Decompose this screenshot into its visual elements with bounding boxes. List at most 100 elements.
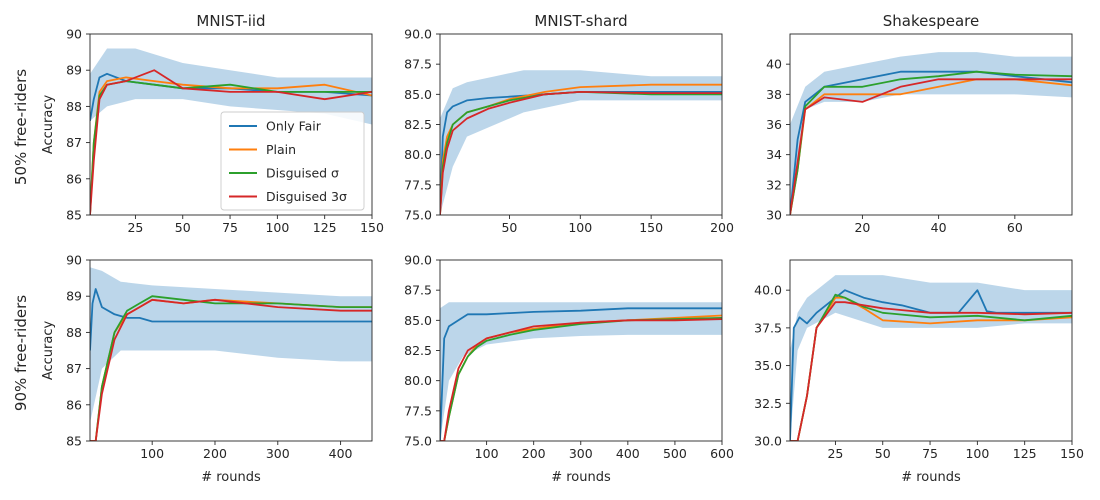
- row-label-bottom: 90% free-riders: [12, 295, 30, 411]
- y-tick-label: 77.5: [404, 177, 432, 192]
- y-tick-label: 36: [766, 117, 782, 132]
- y-tick-label: 37.5: [754, 320, 782, 335]
- legend-label: Plain: [266, 142, 296, 157]
- y-tick-label: 87.5: [404, 57, 432, 72]
- x-tick-label: 150: [639, 220, 663, 235]
- y-tick-label: 90.0: [404, 27, 432, 42]
- x-tick-label: 25: [827, 446, 843, 461]
- x-tick-label: 20: [854, 220, 870, 235]
- y-tick-label: 34: [766, 147, 782, 162]
- legend-label: Disguised σ: [266, 166, 339, 181]
- plot-area: [440, 302, 722, 441]
- series-line-only-fair: [90, 288, 372, 351]
- y-tick-label: 35.0: [754, 358, 782, 373]
- x-tick-label: 100: [140, 446, 164, 461]
- y-tick-label: 75.0: [404, 208, 432, 223]
- series-line-disguised-3σ: [440, 318, 722, 441]
- legend-label: Only Fair: [266, 119, 322, 134]
- chart-panel-4: 100 200 300 400 85 86 87 88 89 90 # rounds Accuracy: [41, 253, 373, 485]
- x-tick-label: 300: [266, 446, 290, 461]
- x-tick-label: 40: [931, 220, 947, 235]
- x-tick-label: 200: [710, 220, 734, 235]
- y-tick-label: 40.0: [754, 283, 782, 298]
- y-tick-label: 88: [66, 99, 82, 114]
- plot-area: [790, 52, 1072, 215]
- x-tick-label: 600: [710, 446, 734, 461]
- x-tick-label: 100: [568, 220, 592, 235]
- x-tick-label: 150: [360, 220, 384, 235]
- variance-band: [790, 52, 1072, 215]
- y-tick-label: 32: [766, 177, 782, 192]
- x-tick-label: 25: [127, 220, 143, 235]
- row-label-top: 50% free-riders: [12, 69, 30, 185]
- series-line-disguised-σ: [90, 295, 372, 441]
- x-tick-label: 100: [475, 446, 499, 461]
- x-tick-label: 50: [875, 446, 891, 461]
- plot-area: [90, 267, 372, 441]
- y-tick-label: 86: [66, 171, 82, 186]
- y-tick-label: 85.0: [404, 87, 432, 102]
- legend: Only Fair Plain Disguised σ Disguised 3σ: [220, 111, 365, 211]
- y-tick-label: 89: [66, 289, 82, 304]
- axes-frame: [89, 259, 373, 442]
- x-tick-label: 75: [922, 446, 938, 461]
- y-tick-label: 30: [766, 208, 782, 223]
- y-tick-label: 80.0: [404, 147, 432, 162]
- x-axis-label: # rounds: [901, 470, 961, 485]
- x-tick-label: 75: [222, 220, 238, 235]
- y-axis-label: Accuracy: [41, 95, 56, 155]
- chart-title: MNIST-shard: [534, 12, 627, 30]
- variance-band: [440, 302, 722, 441]
- series-line-only-fair: [790, 289, 1072, 441]
- x-tick-label: 400: [616, 446, 640, 461]
- series-line-disguised-3σ: [90, 69, 372, 215]
- x-tick-label: 500: [663, 446, 687, 461]
- y-tick-label: 30.0: [754, 434, 782, 449]
- chart-panel-1: 25 50 75 100 125 150 85 86 87 88 89 90 MNIST-iid Accu…: [41, 12, 384, 235]
- chart-title: MNIST-iid: [196, 12, 265, 30]
- variance-band: [790, 275, 1072, 441]
- legend-label: Disguised 3σ: [266, 189, 347, 204]
- x-tick-label: 50: [175, 220, 191, 235]
- series-line-disguised-3σ: [790, 301, 1072, 441]
- y-tick-label: 38: [766, 87, 782, 102]
- y-tick-label: 87: [66, 135, 82, 150]
- y-axis-label: Accuracy: [41, 321, 56, 381]
- plot-area: [790, 275, 1072, 441]
- axes-frame: [89, 33, 373, 216]
- x-tick-label: 125: [313, 220, 337, 235]
- legend-box: [220, 111, 365, 211]
- y-tick-label: 90.0: [404, 253, 432, 268]
- x-tick-label: 125: [1013, 446, 1037, 461]
- y-tick-label: 85: [66, 208, 82, 223]
- y-tick-label: 90: [66, 253, 82, 268]
- chart-panel-2: 50 100 150 200 75.0 77.5 80.0 82.5 85.0 87.5 90.0 M…: [404, 12, 734, 235]
- series-line-disguised-3σ: [790, 78, 1072, 215]
- x-axis-label: # rounds: [551, 470, 611, 485]
- x-tick-label: 200: [203, 446, 227, 461]
- chart-panel-6: 25 50 75 100 125 150 30.0 32.5 35.0 37.5 40.0 # rou…: [754, 259, 1084, 485]
- x-tick-label: 400: [329, 446, 353, 461]
- y-tick-label: 75.0: [404, 434, 432, 449]
- chart-panel-5: 100 200 300 400 500 600 75.0 77.5 80.0 82.5 85.0 87…: [404, 253, 734, 486]
- y-tick-label: 88: [66, 325, 82, 340]
- y-tick-label: 85.0: [404, 313, 432, 328]
- chart-panel-3: 20 40 60 30 32 34 36 38 40 Shakespeare: [766, 12, 1073, 235]
- y-tick-label: 82.5: [404, 117, 432, 132]
- y-tick-label: 85: [66, 434, 82, 449]
- x-tick-label: 150: [1060, 446, 1084, 461]
- x-tick-label: 60: [1007, 220, 1023, 235]
- variance-band: [440, 70, 722, 215]
- y-tick-label: 86: [66, 397, 82, 412]
- series-line-only-fair: [440, 307, 722, 441]
- plot-area: [90, 48, 372, 215]
- x-tick-label: 50: [501, 220, 517, 235]
- axes-frame: [439, 259, 723, 442]
- y-tick-label: 80.0: [404, 373, 432, 388]
- y-tick-label: 87.5: [404, 283, 432, 298]
- y-tick-label: 77.5: [404, 403, 432, 418]
- y-tick-label: 32.5: [754, 396, 782, 411]
- axes-frame: [789, 259, 1073, 442]
- series-line-disguised-3σ: [90, 298, 372, 441]
- y-tick-label: 40: [766, 57, 782, 72]
